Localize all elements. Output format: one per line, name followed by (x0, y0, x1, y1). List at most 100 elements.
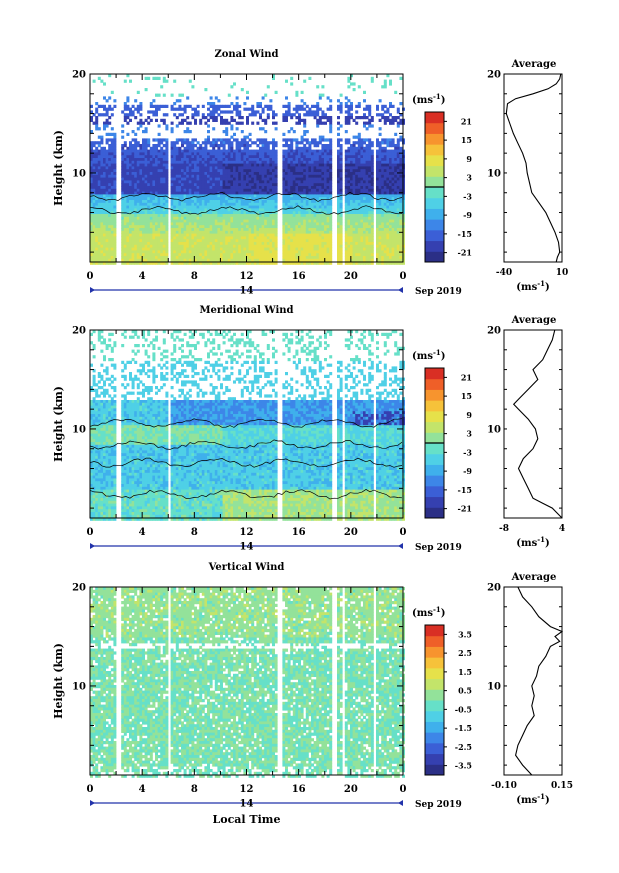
heatmap-cell (220, 118, 223, 122)
heatmap-cell (347, 146, 351, 150)
heatmap-cell (165, 188, 169, 192)
heatmap-cell (201, 222, 205, 226)
heatmap-cell (175, 214, 179, 218)
heatmap-cell (92, 219, 96, 223)
heatmap-cell (181, 200, 184, 204)
heatmap-cell (274, 230, 278, 234)
heatmap-cell (212, 169, 216, 173)
heatmap-cell (253, 149, 257, 153)
heatmap-cell (316, 110, 320, 114)
heatmap-cell (95, 208, 99, 212)
heatmap-cell (196, 230, 200, 234)
heatmap-cell (243, 256, 247, 260)
heatmap-cell (305, 219, 309, 223)
heatmap-cell (230, 169, 234, 173)
heatmap-cell (194, 233, 197, 237)
heatmap-cell (243, 214, 247, 218)
heatmap-cell (186, 261, 190, 265)
heatmap-cell (313, 158, 317, 162)
heatmap-cell (123, 172, 127, 176)
heatmap-cell (152, 149, 156, 153)
heatmap-cell (264, 160, 268, 164)
heatmap-cell (183, 219, 187, 223)
heatmap-cell (316, 124, 320, 128)
heatmap-cell (220, 208, 223, 212)
heatmap-cell (103, 113, 106, 117)
heatmap-cell (100, 174, 104, 178)
heatmap-cell (165, 180, 169, 184)
heatmap-cell (259, 228, 262, 232)
heatmap-cell (298, 219, 301, 223)
heatmap-cell (97, 191, 101, 195)
heatmap-cell (233, 242, 236, 246)
heatmap-cell (316, 177, 320, 181)
heatmap-cell (149, 244, 153, 248)
heatmap-cell (360, 166, 364, 170)
heatmap-cell (308, 76, 312, 80)
heatmap-cell (240, 258, 244, 262)
heatmap-cell (337, 160, 340, 164)
heatmap-cell (204, 166, 208, 170)
heatmap-cell (344, 166, 348, 170)
heatmap-cell (217, 253, 221, 257)
heatmap-cell (321, 183, 325, 187)
heatmap-cell (303, 239, 307, 243)
heatmap-cell (181, 258, 184, 262)
heatmap-cell (264, 146, 268, 150)
heatmap-cell (347, 152, 351, 156)
heatmap-cell (253, 169, 257, 173)
heatmap-cell (298, 225, 301, 229)
heatmap-cell (282, 138, 286, 142)
heatmap-cell (183, 104, 187, 108)
heatmap-cell (243, 172, 247, 176)
heatmap-cell (207, 256, 210, 260)
heatmap-cell (235, 174, 239, 178)
heatmap-cell (303, 132, 307, 136)
heatmap-cell (363, 216, 366, 220)
heatmap-cell (363, 186, 366, 190)
heatmap-cell (266, 158, 270, 162)
heatmap-cell (357, 177, 361, 181)
heatmap-cell (251, 158, 255, 162)
heatmap-cell (194, 166, 197, 170)
heatmap-cell (352, 219, 356, 223)
heatmap-cell (121, 144, 125, 148)
heatmap-cell (261, 152, 265, 156)
heatmap-cell (175, 160, 179, 164)
heatmap-cell (311, 169, 314, 173)
heatmap-cell (363, 90, 366, 94)
heatmap-cell (360, 174, 364, 178)
heatmap-cell (188, 256, 192, 260)
heatmap-cell (339, 242, 343, 246)
heatmap-cell (222, 258, 226, 262)
heatmap-cell (235, 205, 239, 209)
heatmap-cell (339, 233, 343, 237)
heatmap-cell (152, 230, 156, 234)
heatmap-cell (126, 233, 130, 237)
heatmap-cell (285, 205, 288, 209)
heatmap-cell (308, 141, 312, 145)
heatmap-cell (173, 152, 177, 156)
heatmap-cell (363, 258, 366, 262)
heatmap-cell (363, 166, 366, 170)
heatmap-cell (355, 197, 359, 201)
heatmap-cell (209, 104, 213, 108)
heatmap-cell (344, 253, 348, 257)
heatmap-cell (360, 183, 364, 187)
heatmap-cell (326, 180, 330, 184)
heatmap-cell (123, 228, 127, 232)
heatmap-cell (134, 116, 138, 120)
heatmap-cell (347, 160, 351, 164)
heatmap-cell (329, 233, 333, 237)
heatmap-cell (181, 256, 184, 260)
heatmap-cell (108, 233, 112, 237)
heatmap-cell (170, 225, 174, 229)
heatmap-cell (105, 172, 109, 176)
heatmap-cell (103, 188, 106, 192)
heatmap-cell (295, 138, 299, 142)
heatmap-cell (199, 233, 203, 237)
heatmap-cell (214, 200, 218, 204)
heatmap-cell (347, 158, 351, 162)
heatmap-cell (92, 202, 96, 206)
heatmap-cell (126, 250, 130, 254)
